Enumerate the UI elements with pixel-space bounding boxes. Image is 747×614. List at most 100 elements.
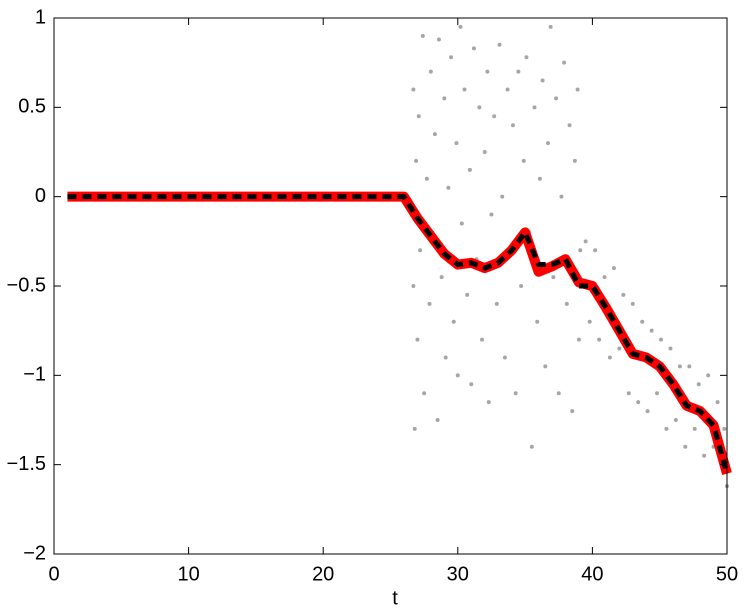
scatter-point [645,409,650,414]
scatter-point [454,141,459,146]
y-tick-label: −2 [23,542,46,564]
dashed-line [67,194,730,475]
scatter-point [489,212,494,217]
x-tick-label: 30 [447,563,469,585]
scatter-point [702,453,707,458]
scatter-point [602,275,607,280]
scatter-point [480,337,485,342]
scatter-point [607,355,612,360]
scatter-point [576,337,581,342]
scatter-point [462,87,467,92]
scatter-point [502,355,507,360]
scatter-point [537,176,542,181]
scatter-point [677,364,682,369]
scatter-point [659,337,664,342]
scatter-point [572,158,577,163]
x-tick-label: 10 [177,563,199,585]
scatter-point [435,418,440,422]
y-tick-label: −1.5 [7,453,46,475]
scatter-point [411,284,416,288]
y-tick-label: 1 [35,6,46,28]
scatter-point [442,96,447,101]
scatter-point [414,158,419,163]
scatter-point [664,426,669,431]
scatter-point [692,426,697,431]
plot-area [54,18,727,554]
scatter-point [543,364,548,369]
x-tick-label: 50 [716,563,738,585]
scatter-point [722,426,727,431]
scatter-point [412,426,417,431]
scatter-point [432,132,437,137]
scatter-point [494,301,499,306]
scatter-point [532,105,537,110]
x-axis-label: t [392,587,398,609]
scatter-point [418,248,423,253]
scatter-point [706,373,711,378]
scatter-point [556,391,561,396]
scatter-point [427,301,432,306]
y-tick-label: −1 [23,364,46,386]
scatter-point [420,33,425,38]
scatter-point [482,150,487,154]
y-tick-label: 0 [35,185,46,207]
scatter-point [715,400,720,405]
y-tick-label: −0.5 [7,274,46,296]
scatter-point [492,114,497,119]
scatter-point [436,37,441,42]
scatter-point [505,87,510,92]
scatter-point [575,87,580,92]
scatter-point [415,337,420,342]
scatter-point [617,346,622,351]
scatter-point [422,391,427,396]
scatter-point [554,96,559,101]
scatter-point [500,194,505,199]
plot-marks [67,24,732,489]
scatter-point [564,301,569,306]
scatter-point [486,400,491,405]
scatter-point [668,346,673,351]
scatter-point [439,275,444,280]
scatter-point [683,444,688,449]
scatter-point [411,87,416,92]
scatter-point [459,221,464,226]
scatter-point [540,78,545,83]
scatter-point [510,123,515,128]
scatter-point [583,239,588,244]
scatter-point [524,55,529,60]
scatter-point [451,319,456,324]
scatter-point [570,409,575,414]
scatter-point [519,284,524,288]
scatter-point [630,301,635,306]
scatter-point [559,194,564,199]
y-tick-label: 0.5 [18,96,46,118]
scatter-point [416,114,421,119]
scatter-point [649,328,654,333]
scatter-point [446,185,451,190]
scatter-point [593,248,598,253]
scatter-point [449,55,454,60]
scatter-point [621,292,626,297]
scatter-point [455,373,460,378]
scatter-point [655,391,660,396]
scatter-point [545,141,550,146]
x-tick-label: 20 [312,563,334,585]
scatter-point [626,391,631,396]
x-tick-label: 40 [581,563,603,585]
scatter-point [597,337,602,342]
scatter-point [521,158,526,163]
scatter-point [471,46,476,51]
scatter-point [548,24,553,29]
scatter-point [611,266,616,271]
scatter-point [578,248,583,253]
scatter-point [562,60,567,65]
x-tick-label: 0 [48,563,59,585]
scatter-point [458,24,463,29]
scatter-point [636,400,641,405]
scatter-point [497,42,502,47]
scatter-point [529,444,534,449]
scatter-point [465,292,470,297]
scatter-point [467,167,472,172]
scatter-point [696,382,701,387]
scatter-point [551,275,556,280]
